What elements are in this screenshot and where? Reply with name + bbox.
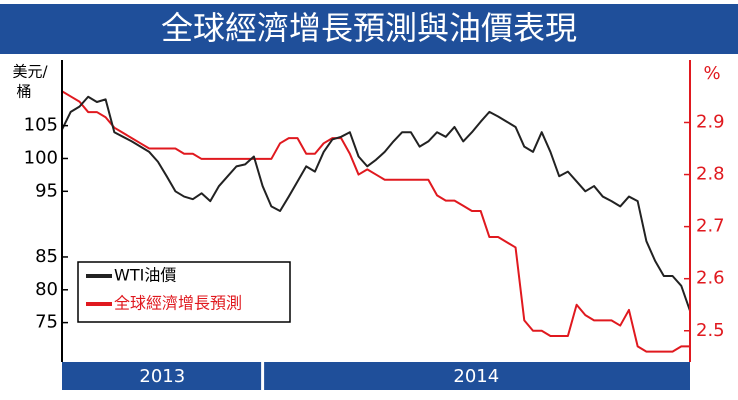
legend: WTI油價 全球經濟增長預測	[77, 261, 291, 323]
y-tick-label: 105	[24, 115, 58, 136]
y-axis-label: 桶	[16, 83, 31, 101]
y2-tick-label: 2.6	[696, 268, 725, 289]
y-tick-label: 95	[35, 180, 58, 201]
y-tick-label: 75	[35, 312, 58, 333]
y2-axis-label: %	[703, 63, 720, 84]
y2-tick-label: 2.5	[696, 320, 725, 341]
plot-area	[61, 90, 691, 353]
series-line	[61, 90, 690, 353]
x-axis-bar	[62, 362, 690, 390]
chart-title: 全球經濟增長預測與油價表現	[161, 9, 577, 47]
legend-label: 全球經濟增長預測	[114, 294, 242, 313]
title-bar	[0, 4, 738, 54]
x-tick-label: 2014	[453, 366, 499, 387]
y2-tick-label: 2.7	[696, 216, 725, 237]
y-tick-label: 80	[35, 279, 58, 300]
series-line	[61, 95, 691, 312]
y-tick-label: 85	[35, 246, 58, 267]
y-tick-label: 100	[24, 147, 58, 168]
x-tick-label: 2013	[139, 366, 185, 387]
y2-tick-label: 2.9	[696, 111, 725, 132]
y-axis-label: 美元/	[12, 63, 48, 81]
y2-tick-label: 2.8	[696, 164, 725, 185]
legend-label: WTI油價	[114, 266, 176, 285]
legend-box	[77, 261, 291, 323]
